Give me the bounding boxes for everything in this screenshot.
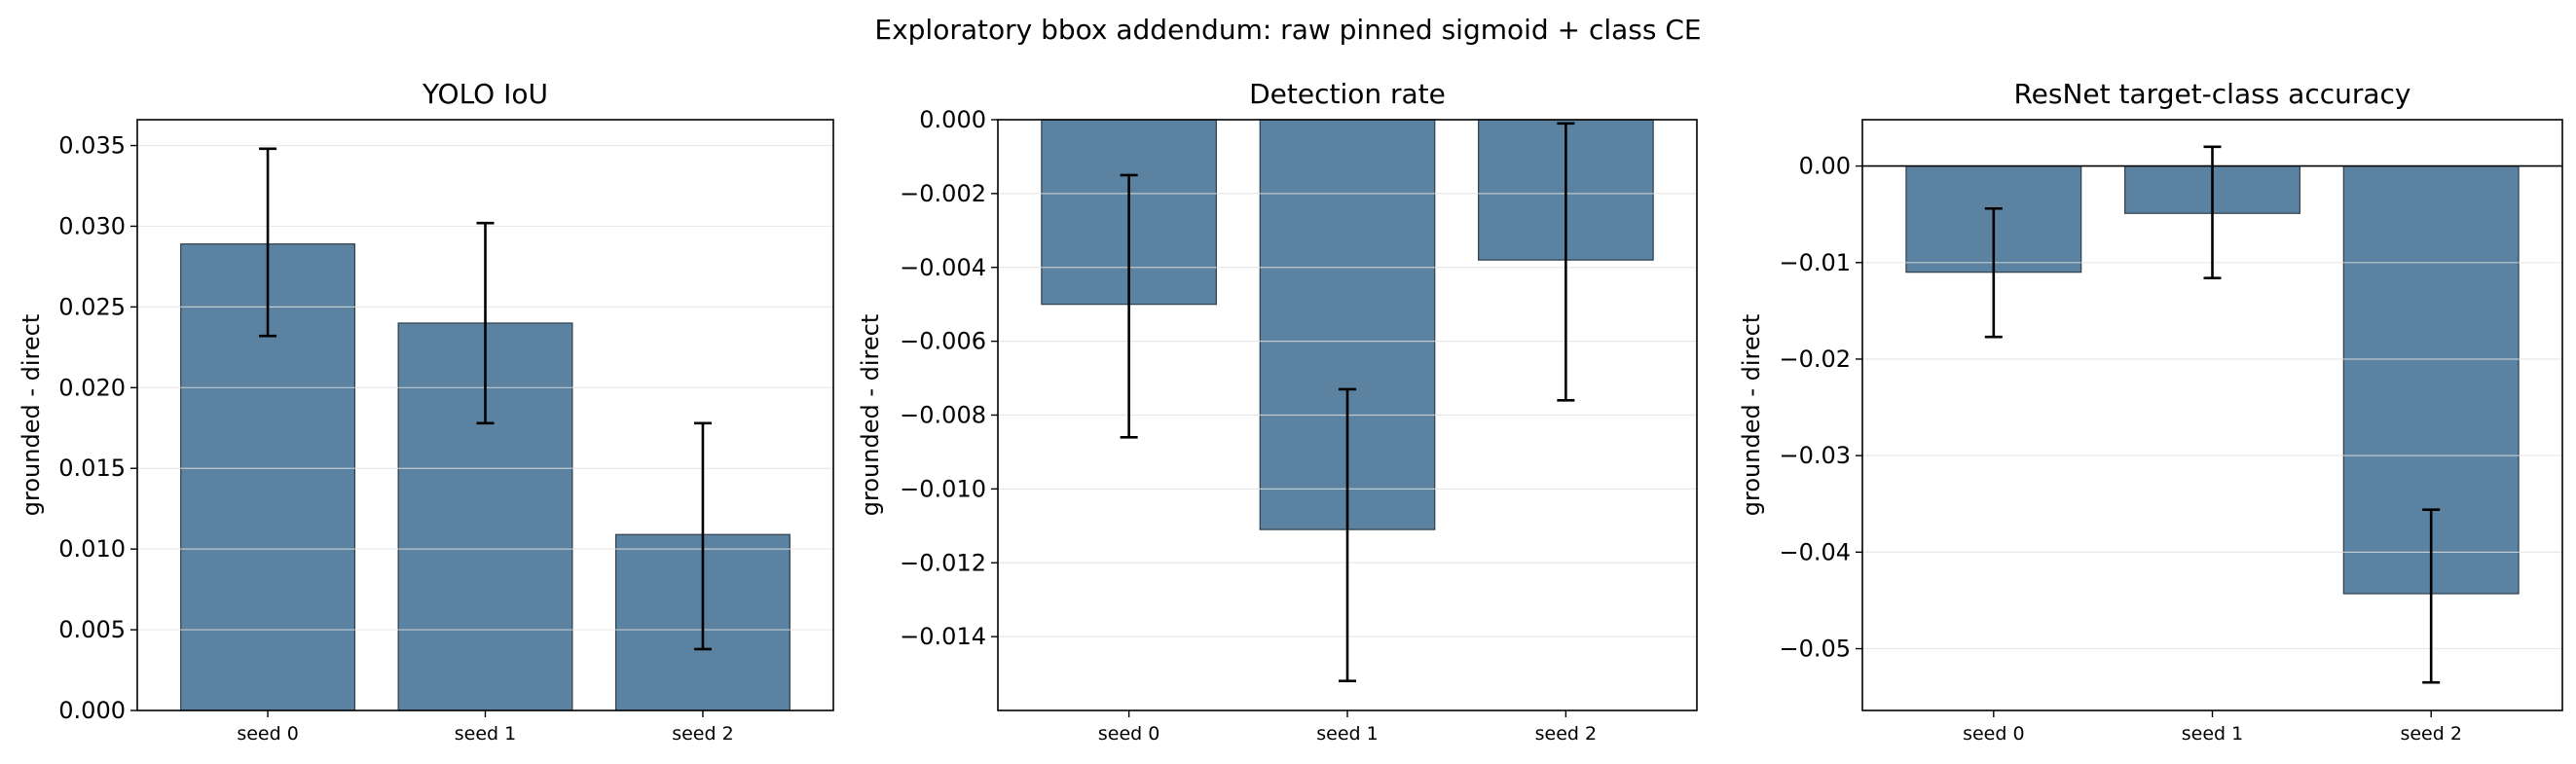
y-tick-label: 0.000: [919, 106, 986, 133]
y-tick-label: −0.02: [1779, 346, 1851, 373]
error-bar-seed-1: [2203, 145, 2222, 279]
error-bar-seed-0: [1984, 206, 2003, 339]
y-tick-label: 0.005: [58, 616, 126, 643]
y-axis-label: grounded - direct: [18, 314, 45, 516]
panel-title: YOLO IoU: [422, 78, 548, 110]
error-bars: [1984, 145, 2441, 684]
x-tick-label: seed 2: [672, 723, 733, 745]
panel-resnet-accuracy: ResNet target-class accuracy grounded - …: [1738, 78, 2563, 745]
y-tick-label: −0.010: [900, 475, 986, 502]
y-tick-label: −0.05: [1779, 636, 1851, 663]
x-tick-label: seed 1: [455, 723, 516, 745]
y-tick-label: −0.03: [1779, 442, 1851, 469]
y-tick-label: −0.04: [1779, 538, 1851, 565]
error-bar-seed-2: [2422, 508, 2441, 684]
panel-title: ResNet target-class accuracy: [2013, 78, 2410, 110]
y-tick-label: −0.014: [900, 623, 986, 650]
error-bar-seed-0: [259, 147, 277, 338]
error-bar-seed-1: [1339, 387, 1356, 682]
error-bars: [259, 147, 712, 651]
y-tick-label: −0.01: [1779, 249, 1851, 276]
y-axis-label: grounded - direct: [1738, 314, 1765, 516]
panel-yolo-iou: YOLO IoU grounded - direct 0.0000.0050.0…: [18, 78, 834, 745]
y-tick-label: −0.012: [900, 549, 986, 576]
x-tick-label: seed 0: [237, 723, 298, 745]
x-tick-label: seed 2: [2400, 723, 2461, 745]
x-tick-label: seed 1: [2182, 723, 2243, 745]
panel-title: Detection rate: [1249, 78, 1446, 110]
error-bar-seed-2: [1557, 122, 1575, 402]
x-tick-label: seed 0: [1963, 723, 2024, 745]
y-tick-label: −0.006: [900, 328, 986, 355]
error-bars: [1120, 122, 1575, 682]
figure-title: Exploratory bbox addendum: raw pinned si…: [874, 14, 1701, 46]
y-tick-label: 0.030: [58, 212, 126, 239]
y-ticks: 0.000 0.005 0.010 0.015 0.020 0.025 0.030 0.035: [58, 132, 137, 724]
y-tick-label: 0.025: [58, 293, 126, 320]
x-tick-label: seed 2: [1535, 723, 1597, 745]
y-ticks: 0.00 −0.01 −0.02 −0.03 −0.04 −0.05: [1779, 153, 1862, 663]
x-tick-label: seed 1: [1316, 723, 1378, 745]
y-axis-label: grounded - direct: [857, 314, 884, 516]
y-tick-label: −0.004: [900, 254, 986, 281]
y-tick-label: 0.015: [58, 455, 126, 482]
error-bar-seed-0: [1120, 173, 1138, 439]
y-tick-label: −0.002: [900, 180, 986, 207]
y-tick-label: −0.008: [900, 402, 986, 429]
y-tick-label: 0.00: [1799, 153, 1851, 180]
y-tick-label: 0.000: [58, 697, 126, 724]
x-ticks: seed 0 seed 1 seed 2: [1963, 710, 2462, 745]
error-bar-seed-1: [476, 221, 495, 425]
x-tick-label: seed 0: [1098, 723, 1159, 745]
panel-detection-rate: Detection rate grounded - direct 0.000 −0…: [857, 78, 1698, 745]
y-tick-label: 0.010: [58, 535, 126, 563]
x-ticks: seed 0 seed 1 seed 2: [237, 710, 734, 745]
y-tick-label: 0.035: [58, 132, 126, 160]
y-ticks: 0.000 −0.002 −0.004 −0.006 −0.008 −0.010 −0.01…: [900, 106, 998, 650]
y-tick-label: 0.020: [58, 374, 126, 401]
error-bar-seed-2: [693, 421, 712, 651]
x-ticks: seed 0 seed 1 seed 2: [1098, 710, 1597, 745]
